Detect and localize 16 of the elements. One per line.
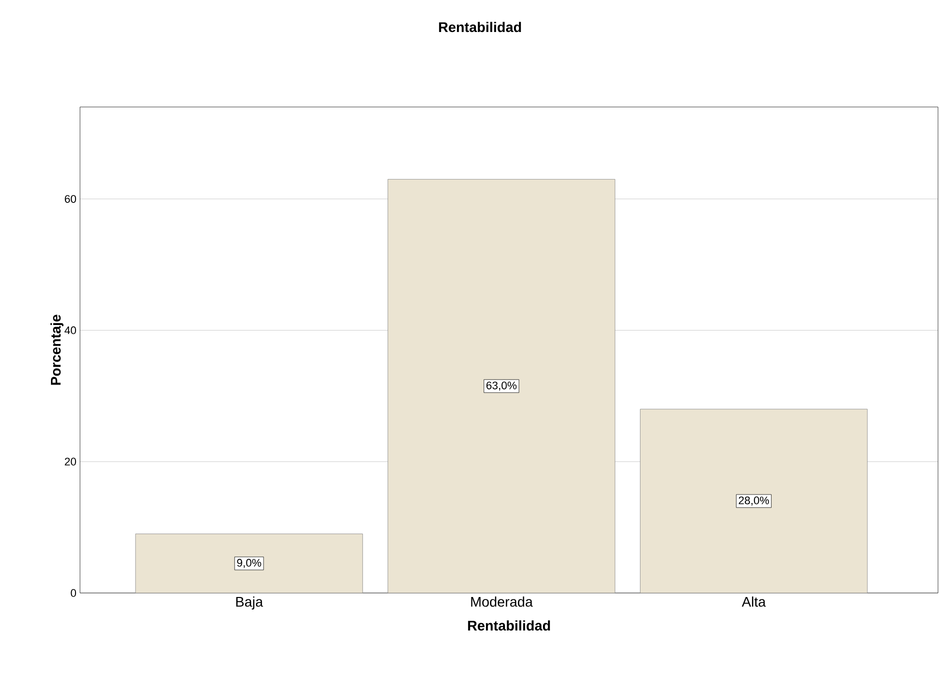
x-tick-label: Baja <box>236 596 264 610</box>
data-label: 9,0% <box>237 558 262 568</box>
y-tick-label: 20 <box>64 458 76 466</box>
bar <box>388 179 616 593</box>
x-tick-label: Moderada <box>471 596 533 607</box>
x-tick-label: Alta <box>742 596 766 607</box>
data-label: 63,0% <box>486 382 517 391</box>
y-tick-label: 40 <box>64 326 76 334</box>
data-label: 28,0% <box>738 496 769 506</box>
x-axis-title: Rentabilidad <box>468 620 550 631</box>
y-tick-label: 0 <box>70 589 76 597</box>
y-tick-label: 60 <box>64 195 76 203</box>
bar <box>640 408 868 593</box>
y-axis-title: Porcentaje <box>50 314 64 385</box>
bar <box>135 534 363 593</box>
chart-title: Rentabilidad <box>439 22 521 32</box>
